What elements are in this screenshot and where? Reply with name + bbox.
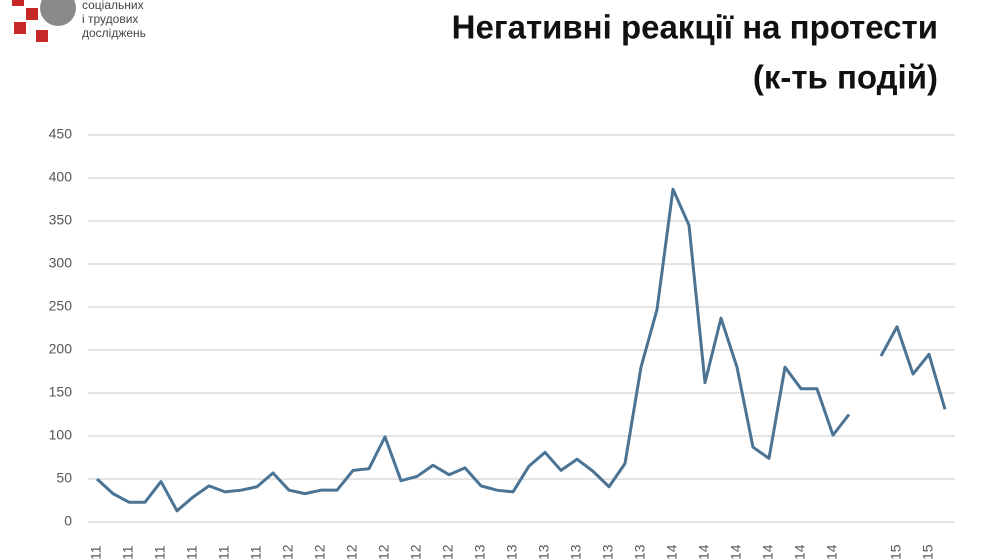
- x-tick-label: 14: [664, 544, 680, 560]
- x-tick-label: 12: [408, 544, 424, 560]
- logo-text: соціальних: [82, 0, 144, 12]
- x-tick-label: 15: [888, 544, 904, 560]
- chart-title: Негативні реакції на протести: [452, 9, 938, 46]
- y-tick-label: 400: [49, 169, 73, 185]
- x-tick-label: 13: [600, 544, 616, 560]
- logo-shape: [36, 30, 48, 42]
- line-series: [879, 325, 947, 410]
- logo-shape: [14, 22, 26, 34]
- x-tick-label: 11: [184, 545, 200, 560]
- x-tick-label: 15: [920, 544, 936, 560]
- y-tick-label: 200: [49, 341, 73, 357]
- x-tick-label: 14: [728, 544, 744, 560]
- y-tick-label: 100: [49, 427, 73, 443]
- x-tick-label: 11: [120, 545, 136, 560]
- x-tick-label: 14: [696, 544, 712, 560]
- logo-shape: [12, 0, 24, 6]
- logo-shape: [40, 0, 76, 26]
- logo: соціальних і трудових досліджень: [12, 0, 146, 42]
- y-tick-label: 450: [49, 126, 73, 142]
- x-tick-label: 11: [216, 545, 232, 560]
- x-tick-label: 13: [536, 544, 552, 560]
- y-tick-label: 300: [49, 255, 73, 271]
- y-tick-label: 250: [49, 298, 73, 314]
- x-tick-label: 14: [824, 544, 840, 560]
- x-tick-label: 14: [792, 544, 808, 560]
- x-tick-label: 13: [568, 544, 584, 560]
- x-tick-label: 11: [88, 545, 104, 560]
- y-tick-label: 150: [49, 384, 73, 400]
- x-tick-label: 12: [376, 544, 392, 560]
- x-tick-label: 13: [504, 544, 520, 560]
- x-tick-label: 13: [472, 544, 488, 560]
- logo-text: і трудових: [82, 12, 138, 26]
- line-series: [95, 187, 851, 513]
- x-tick-label: 14: [760, 544, 776, 560]
- logo-text: досліджень: [82, 26, 146, 40]
- chart-subtitle: (к-ть подій): [753, 59, 938, 96]
- x-tick-label: 13: [632, 544, 648, 560]
- y-tick-label: 50: [56, 470, 72, 486]
- y-tick-label: 0: [64, 513, 72, 529]
- x-tick-label: 12: [440, 544, 456, 560]
- logo-shape: [26, 8, 38, 20]
- x-tick-label: 12: [312, 544, 328, 560]
- y-tick-label: 350: [49, 212, 73, 228]
- x-tick-label: 11: [248, 545, 264, 560]
- x-tick-label: 12: [280, 544, 296, 560]
- x-tick-label: 11: [152, 545, 168, 560]
- x-tick-label: 12: [344, 544, 360, 560]
